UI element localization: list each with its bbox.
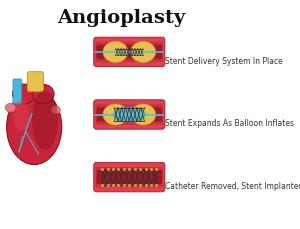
FancyBboxPatch shape [97, 170, 162, 184]
FancyBboxPatch shape [13, 79, 22, 103]
FancyBboxPatch shape [95, 167, 163, 187]
FancyBboxPatch shape [95, 42, 163, 62]
Ellipse shape [32, 91, 58, 150]
Text: Catheter Removed, Stent Implanted: Catheter Removed, Stent Implanted [165, 182, 300, 191]
Ellipse shape [103, 41, 128, 63]
Ellipse shape [7, 90, 62, 165]
FancyBboxPatch shape [94, 162, 165, 192]
FancyBboxPatch shape [94, 37, 165, 67]
Text: Stent Delivery System In Place: Stent Delivery System In Place [165, 57, 283, 65]
Text: Stent Expands As Balloon Inflates: Stent Expands As Balloon Inflates [165, 119, 294, 128]
Ellipse shape [103, 104, 128, 125]
Ellipse shape [5, 103, 16, 112]
FancyBboxPatch shape [95, 104, 163, 125]
FancyBboxPatch shape [97, 45, 162, 59]
Ellipse shape [32, 84, 54, 104]
Text: Angioplasty: Angioplasty [58, 9, 186, 27]
Ellipse shape [51, 106, 60, 114]
FancyBboxPatch shape [27, 72, 44, 92]
Ellipse shape [14, 100, 29, 132]
FancyBboxPatch shape [97, 107, 162, 122]
Ellipse shape [130, 104, 156, 125]
Ellipse shape [113, 107, 145, 122]
Ellipse shape [130, 41, 156, 63]
Ellipse shape [13, 84, 35, 104]
FancyBboxPatch shape [94, 100, 165, 129]
